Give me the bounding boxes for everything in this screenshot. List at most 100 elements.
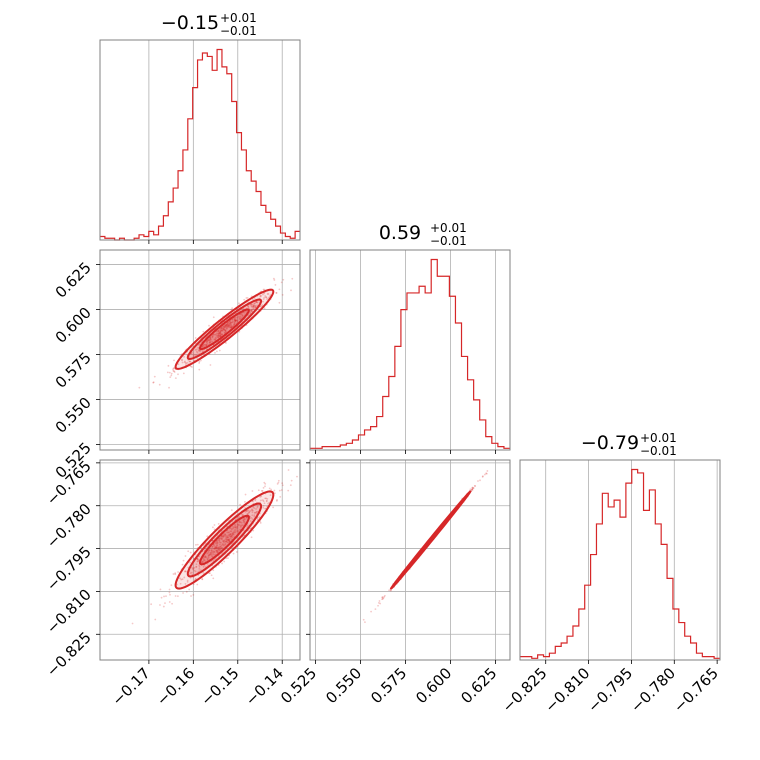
sample-point bbox=[219, 328, 222, 331]
sample-point bbox=[263, 481, 266, 484]
sample-point bbox=[219, 334, 221, 337]
sample-point bbox=[227, 323, 229, 326]
sample-point bbox=[210, 549, 213, 552]
sample-point bbox=[238, 302, 240, 305]
sample-point bbox=[251, 511, 254, 514]
sample-point bbox=[204, 555, 207, 558]
sample-point bbox=[217, 334, 220, 336]
sample-point bbox=[211, 335, 214, 338]
sample-point bbox=[206, 558, 209, 561]
sample-point bbox=[220, 326, 223, 329]
sample-point bbox=[274, 284, 277, 286]
sample-point bbox=[237, 530, 240, 533]
sample-point bbox=[201, 560, 204, 563]
sample-point bbox=[236, 523, 239, 526]
sample-point bbox=[219, 335, 222, 338]
sample-point bbox=[174, 573, 177, 576]
sample-point bbox=[243, 518, 245, 521]
title-value: 0.59 bbox=[379, 222, 421, 244]
sample-point bbox=[227, 538, 230, 541]
sample-point bbox=[264, 295, 267, 297]
sample-point bbox=[194, 348, 197, 351]
sample-point bbox=[184, 360, 186, 363]
sample-point bbox=[214, 541, 217, 544]
sample-point bbox=[219, 541, 222, 544]
sample-point bbox=[213, 547, 216, 550]
sample-point bbox=[223, 560, 226, 563]
sample-point bbox=[236, 319, 239, 322]
sample-point bbox=[227, 539, 230, 542]
sample-point bbox=[173, 370, 176, 373]
sample-point bbox=[181, 358, 183, 361]
sample-point bbox=[216, 551, 219, 554]
sample-point bbox=[215, 544, 218, 547]
sample-point bbox=[238, 318, 241, 320]
sample-point bbox=[249, 520, 252, 522]
sample-point bbox=[225, 538, 228, 541]
sample-point bbox=[206, 557, 209, 560]
sample-point bbox=[240, 521, 243, 524]
sample-point bbox=[164, 602, 166, 605]
sample-point bbox=[470, 488, 473, 491]
sample-point bbox=[378, 600, 381, 602]
sample-point bbox=[225, 538, 227, 540]
sample-point bbox=[278, 301, 281, 304]
sample-point bbox=[219, 545, 222, 548]
sample-point bbox=[227, 539, 230, 542]
sample-point bbox=[220, 546, 223, 549]
sample-point bbox=[259, 522, 262, 524]
sample-point bbox=[232, 552, 235, 555]
sample-point bbox=[188, 360, 191, 363]
sample-point bbox=[277, 481, 280, 484]
sample-point bbox=[469, 488, 472, 491]
title-lower-error: −0.01 bbox=[220, 24, 257, 38]
sample-point bbox=[268, 487, 271, 490]
sample-point bbox=[153, 375, 156, 378]
sample-point bbox=[242, 519, 245, 522]
sample-point bbox=[202, 557, 205, 560]
sample-point bbox=[183, 361, 186, 364]
title-upper-error: +0.01 bbox=[220, 11, 257, 25]
sample-point bbox=[174, 572, 177, 575]
sample-point bbox=[260, 294, 262, 297]
sample-point bbox=[250, 310, 252, 312]
sample-point bbox=[226, 322, 229, 325]
sample-point bbox=[220, 329, 223, 332]
sample-point bbox=[202, 344, 205, 347]
sample-point bbox=[215, 542, 217, 545]
sample-point bbox=[168, 601, 171, 603]
sample-point bbox=[174, 595, 177, 597]
sample-point bbox=[252, 529, 255, 532]
sample-point bbox=[218, 543, 221, 546]
sample-point bbox=[255, 301, 257, 303]
y-tick-label: −0.810 bbox=[43, 586, 95, 638]
sample-point bbox=[163, 595, 165, 598]
sample-point bbox=[251, 490, 254, 492]
y-tick-label: −0.780 bbox=[43, 500, 95, 552]
sample-point bbox=[207, 555, 210, 558]
sample-point bbox=[233, 529, 236, 532]
sample-point bbox=[485, 472, 488, 475]
sample-point bbox=[226, 538, 229, 541]
sample-point bbox=[229, 323, 232, 325]
density-contour bbox=[186, 502, 263, 578]
sample-point bbox=[210, 551, 213, 554]
scatter-panel-3: 0.525 0.550 0.575 0.600 0.625 bbox=[277, 459, 511, 707]
sample-point bbox=[226, 325, 229, 328]
sample-point bbox=[370, 610, 372, 613]
sample-point bbox=[189, 360, 191, 363]
sample-point bbox=[223, 533, 225, 535]
sample-point bbox=[195, 543, 197, 546]
sample-point bbox=[261, 293, 264, 296]
sample-point bbox=[225, 342, 227, 344]
sample-point bbox=[186, 361, 189, 364]
sample-point bbox=[201, 578, 204, 581]
sample-point bbox=[214, 545, 217, 548]
sample-point bbox=[226, 541, 229, 544]
density-contour bbox=[198, 308, 250, 351]
sample-point bbox=[200, 561, 203, 564]
sample-point bbox=[172, 573, 175, 575]
sample-point bbox=[166, 371, 169, 374]
sample-point bbox=[182, 592, 184, 594]
sample-point bbox=[266, 497, 269, 500]
